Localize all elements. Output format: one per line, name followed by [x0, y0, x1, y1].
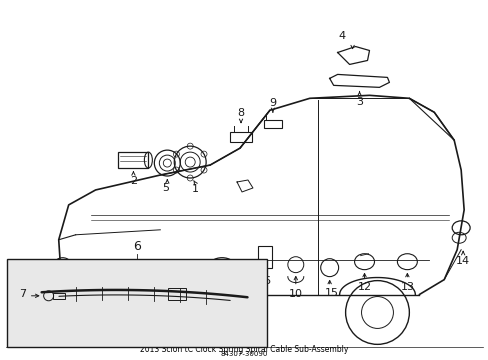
Text: 1: 1 — [191, 184, 198, 194]
Text: 2: 2 — [130, 176, 137, 186]
Text: 84307-30090: 84307-30090 — [220, 351, 267, 357]
Bar — [168, 288, 186, 300]
Text: 13: 13 — [400, 282, 413, 292]
Text: 5: 5 — [162, 183, 168, 193]
Bar — [118, 152, 148, 168]
Text: 14: 14 — [455, 256, 469, 266]
Text: 7: 7 — [20, 289, 27, 299]
Bar — [258, 246, 271, 268]
Text: 15: 15 — [324, 288, 338, 298]
Text: 8: 8 — [237, 108, 244, 118]
Text: 9: 9 — [269, 98, 276, 108]
Text: 17: 17 — [215, 289, 229, 300]
Bar — [229, 132, 251, 142]
Text: 4: 4 — [337, 31, 345, 41]
Bar — [7, 259, 267, 347]
Text: 16: 16 — [257, 276, 271, 285]
Text: 2013 Scion tC Clock Spring Spiral Cable Sub-Assembly: 2013 Scion tC Clock Spring Spiral Cable … — [140, 345, 347, 354]
Text: 10: 10 — [288, 289, 302, 298]
Bar — [264, 120, 281, 128]
Bar — [53, 293, 64, 299]
Text: 11: 11 — [61, 296, 75, 306]
Text: 3: 3 — [355, 97, 362, 107]
Text: 12: 12 — [357, 282, 371, 292]
Text: 6: 6 — [133, 240, 141, 253]
